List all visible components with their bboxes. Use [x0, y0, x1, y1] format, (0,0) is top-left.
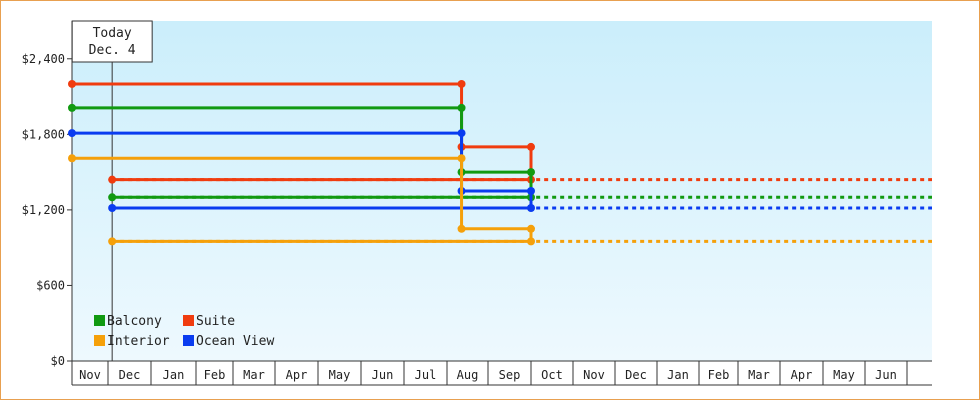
legend-label: Ocean View [196, 334, 274, 349]
legend-label: Interior [107, 334, 170, 349]
x-tick-label: Jan [667, 368, 689, 382]
x-tick-label: Jun [875, 368, 897, 382]
legend-swatch [183, 315, 194, 326]
axes: $0 $600 $1,200 $1,800 $2,400 Nov Dec Jan Feb Mar A… [22, 21, 932, 386]
series-point-interior [68, 154, 76, 163]
series-point-ocean-view [108, 204, 117, 212]
y-tick-label: $600 [36, 278, 65, 292]
series-point-suite [68, 79, 76, 88]
y-tick-label: $2,400 [22, 52, 65, 66]
series-group [68, 79, 932, 246]
series-point-balcony [527, 168, 535, 177]
x-tick-label: May [833, 368, 855, 382]
y-tick-label: $0 [51, 354, 65, 368]
series-point-interior [527, 224, 535, 233]
x-tick-label: Feb [708, 368, 730, 382]
x-tick-label: Nov [79, 368, 101, 382]
today-label: Today [93, 26, 132, 41]
x-tick-label: Jan [163, 368, 185, 382]
x-tick-label: Feb [204, 368, 226, 382]
today-date: Dec. 4 [89, 43, 136, 58]
today-box [71, 20, 153, 63]
x-tick-label: Mar [748, 368, 770, 382]
series-point-interior [527, 237, 535, 246]
x-tick-label: Mar [243, 368, 265, 382]
series-point-ocean-view [527, 187, 535, 195]
legend-label: Balcony [107, 314, 162, 329]
x-tick-label: Jul [415, 368, 437, 382]
x-tick-label: May [329, 368, 351, 382]
x-tick-label: Jun [372, 368, 394, 382]
x-tick-label: Apr [791, 368, 813, 382]
series-point-ocean-view [457, 129, 466, 138]
series-point-interior [457, 154, 466, 163]
x-tick-label: Sep [499, 368, 521, 382]
x-tick-label: Nov [583, 368, 605, 382]
legend-label: Suite [196, 314, 235, 329]
x-tick-label: Aug [457, 368, 479, 382]
today-marker: Today Dec. 4 [71, 20, 153, 361]
series-point-balcony [68, 103, 76, 112]
legend-swatch [94, 335, 105, 346]
series-point-suite [527, 142, 535, 151]
series-point-balcony [108, 193, 117, 202]
series-point-interior [108, 237, 117, 246]
x-tick-label: Apr [286, 368, 308, 382]
series-point-suite [457, 79, 466, 88]
series-point-balcony [457, 103, 466, 112]
legend-swatch [183, 335, 194, 346]
y-tick-label: $1,800 [22, 127, 65, 141]
series-point-interior [457, 224, 466, 233]
series-point-suite [108, 175, 117, 184]
x-tick-label: Dec [625, 368, 647, 382]
y-tick-label: $1,200 [22, 203, 65, 217]
legend-swatch [94, 315, 105, 326]
series-point-ocean-view [68, 129, 76, 138]
legend: Balcony Suite Interior Ocean View [94, 314, 274, 349]
series-point-ocean-view [527, 204, 535, 212]
series-line-interior [72, 156, 533, 243]
x-tick-label: Dec [119, 368, 141, 382]
x-tick-label: Oct [541, 368, 563, 382]
